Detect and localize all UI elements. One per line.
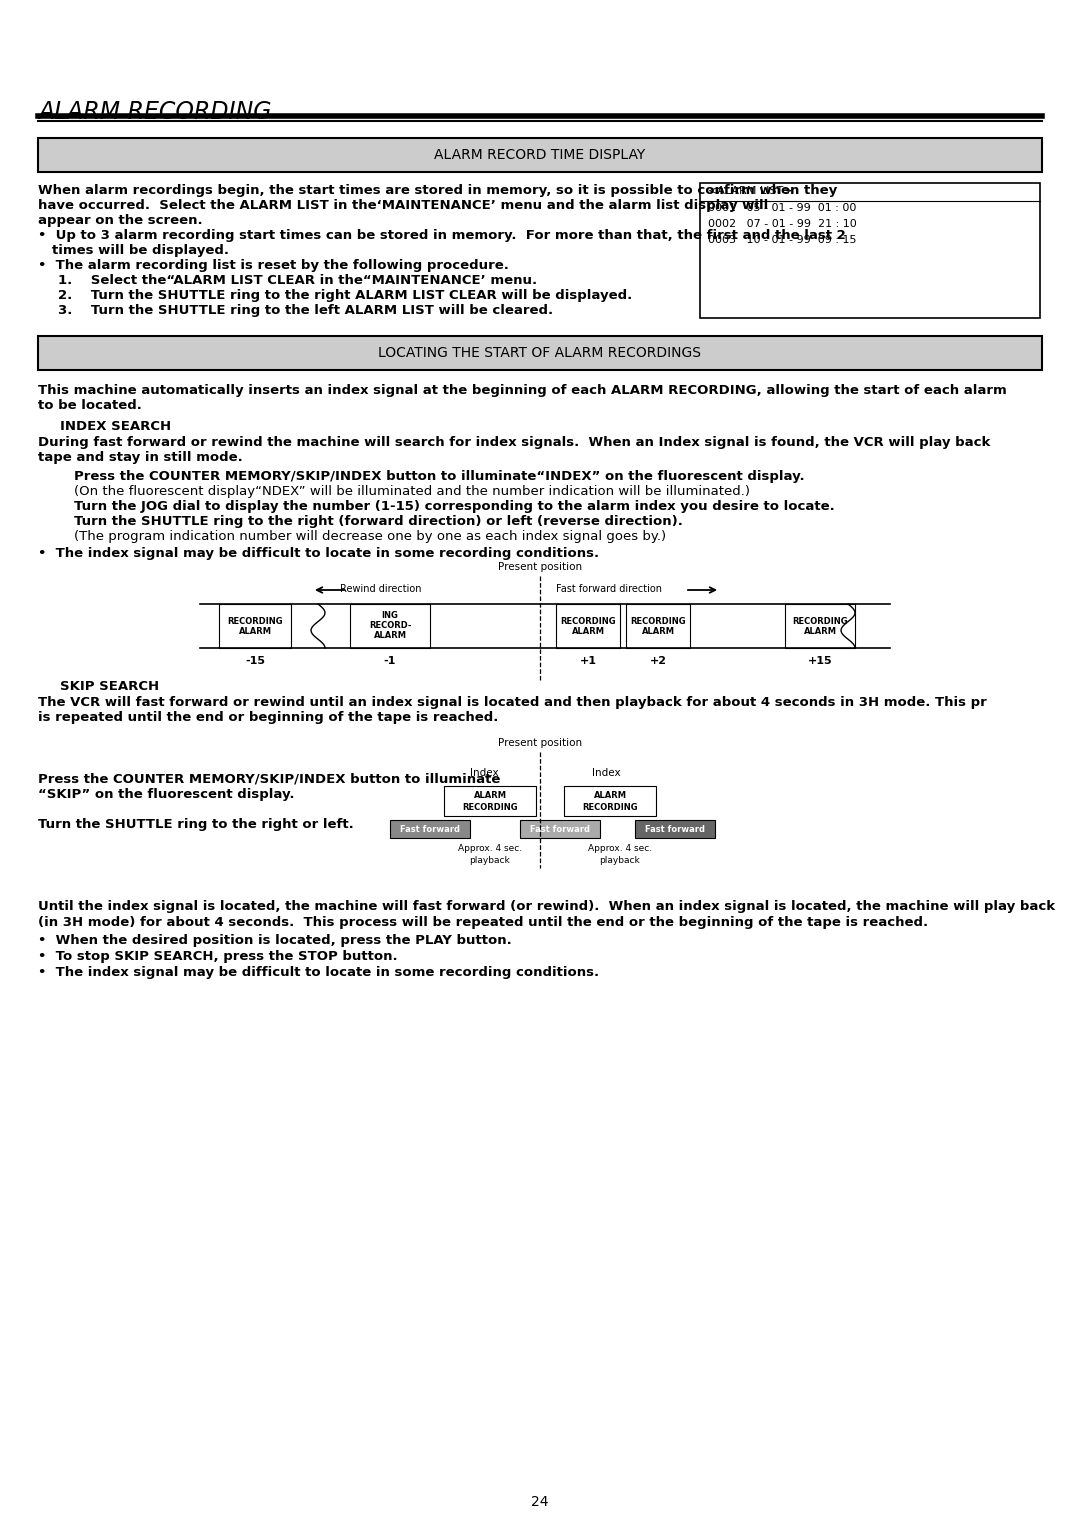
Text: +15: +15 bbox=[808, 656, 833, 666]
Text: ALARM: ALARM bbox=[473, 790, 507, 799]
Text: ALARM: ALARM bbox=[804, 626, 837, 636]
Text: 24: 24 bbox=[531, 1494, 549, 1510]
Text: Turn the SHUTTLE ring to the right (forward direction) or left (reverse directio: Turn the SHUTTLE ring to the right (forw… bbox=[75, 515, 683, 529]
Text: During fast forward or rewind the machine will search for index signals.  When a: During fast forward or rewind the machin… bbox=[38, 435, 990, 449]
Text: playback: playback bbox=[470, 856, 511, 865]
Text: Until the index signal is located, the machine will fast forward (or rewind).  W: Until the index signal is located, the m… bbox=[38, 900, 1055, 914]
Text: ALARM: ALARM bbox=[239, 626, 271, 636]
Text: times will be displayed.: times will be displayed. bbox=[52, 244, 229, 257]
Text: Approx. 4 sec.: Approx. 4 sec. bbox=[588, 843, 652, 853]
Text: Fast forward direction: Fast forward direction bbox=[556, 584, 662, 594]
Bar bbox=[350, 604, 430, 648]
Text: +2: +2 bbox=[649, 656, 666, 666]
Bar bbox=[38, 336, 1042, 370]
Text: RECORDING: RECORDING bbox=[462, 802, 517, 811]
Text: •  The index signal may be difficult to locate in some recording conditions.: • The index signal may be difficult to l… bbox=[38, 547, 599, 559]
Bar bbox=[519, 821, 600, 837]
Text: RECORDING: RECORDING bbox=[227, 616, 283, 625]
Text: The VCR will fast forward or rewind until an index signal is located and then pl: The VCR will fast forward or rewind unti… bbox=[38, 695, 987, 709]
Text: Index: Index bbox=[592, 769, 621, 778]
Text: Approx. 4 sec.: Approx. 4 sec. bbox=[458, 843, 522, 853]
Bar bbox=[556, 604, 620, 648]
Text: appear on the screen.: appear on the screen. bbox=[38, 214, 203, 228]
Text: Turn the SHUTTLE ring to the right or left.: Turn the SHUTTLE ring to the right or le… bbox=[38, 817, 354, 831]
Bar bbox=[564, 785, 656, 816]
Text: SKIP SEARCH: SKIP SEARCH bbox=[60, 680, 159, 694]
Text: playback: playback bbox=[599, 856, 640, 865]
Text: ALARM: ALARM bbox=[594, 790, 626, 799]
Text: ALARM: ALARM bbox=[374, 631, 406, 640]
Text: Press the COUNTER MEMORY/SKIP/INDEX button to illuminate“INDEX” on the fluoresce: Press the COUNTER MEMORY/SKIP/INDEX butt… bbox=[75, 471, 805, 483]
Text: +1: +1 bbox=[580, 656, 596, 666]
Text: ALARM: ALARM bbox=[642, 626, 675, 636]
Text: 2.    Turn the SHUTTLE ring to the right ALARM LIST CLEAR will be displayed.: 2. Turn the SHUTTLE ring to the right AL… bbox=[58, 289, 632, 303]
Text: Fast forward: Fast forward bbox=[530, 825, 590, 833]
Text: 3.    Turn the SHUTTLE ring to the left ALARM LIST will be cleared.: 3. Turn the SHUTTLE ring to the left ALA… bbox=[58, 304, 553, 316]
Bar bbox=[626, 604, 690, 648]
Bar bbox=[635, 821, 715, 837]
Text: (On the fluorescent display“NDEX” will be illuminated and the number indication : (On the fluorescent display“NDEX” will b… bbox=[75, 484, 750, 498]
Text: •  Up to 3 alarm recording start times can be stored in memory.  For more than t: • Up to 3 alarm recording start times ca… bbox=[38, 229, 846, 241]
Text: ALARM RECORD TIME DISPLAY: ALARM RECORD TIME DISPLAY bbox=[434, 148, 646, 162]
Bar bbox=[390, 821, 470, 837]
Text: Present position: Present position bbox=[498, 562, 582, 571]
Text: 0002   07 - 01 - 99  21 : 10: 0002 07 - 01 - 99 21 : 10 bbox=[708, 219, 856, 229]
Text: Rewind direction: Rewind direction bbox=[340, 584, 421, 594]
Text: •  When the desired position is located, press the PLAY button.: • When the desired position is located, … bbox=[38, 934, 512, 947]
Text: RECORDING: RECORDING bbox=[631, 616, 686, 625]
Text: When alarm recordings begin, the start times are stored in memory, so it is poss: When alarm recordings begin, the start t… bbox=[38, 183, 837, 197]
Text: LOCATING THE START OF ALARM RECORDINGS: LOCATING THE START OF ALARM RECORDINGS bbox=[378, 345, 702, 361]
Text: -1: -1 bbox=[383, 656, 396, 666]
Bar bbox=[219, 604, 291, 648]
Text: ALARM RECORDING: ALARM RECORDING bbox=[38, 99, 271, 124]
Text: (The program indication number will decrease one by one as each index signal goe: (The program indication number will decr… bbox=[75, 530, 666, 542]
Text: “SKIP” on the fluorescent display.: “SKIP” on the fluorescent display. bbox=[38, 788, 295, 801]
Text: 0001   05 - 01 - 99  01 : 00: 0001 05 - 01 - 99 01 : 00 bbox=[708, 203, 856, 212]
Text: RECORDING: RECORDING bbox=[582, 802, 638, 811]
Text: 1.    Select the“ALARM LIST CLEAR in the“MAINTENANCE’ menu.: 1. Select the“ALARM LIST CLEAR in the“MA… bbox=[58, 274, 537, 287]
Bar bbox=[785, 604, 855, 648]
Text: tape and stay in still mode.: tape and stay in still mode. bbox=[38, 451, 243, 465]
Text: •  To stop SKIP SEARCH, press the STOP button.: • To stop SKIP SEARCH, press the STOP bu… bbox=[38, 950, 397, 963]
Text: is repeated until the end or beginning of the tape is reached.: is repeated until the end or beginning o… bbox=[38, 711, 498, 724]
Text: RECORD-: RECORD- bbox=[368, 622, 411, 631]
Text: •  The alarm recording list is reset by the following procedure.: • The alarm recording list is reset by t… bbox=[38, 260, 509, 272]
Text: <ALARM LIST>: <ALARM LIST> bbox=[708, 186, 793, 196]
Text: Index: Index bbox=[470, 769, 499, 778]
Text: -15: -15 bbox=[245, 656, 265, 666]
Text: 0003   10 - 01 - 99  09 : 15: 0003 10 - 01 - 99 09 : 15 bbox=[708, 235, 856, 244]
Text: to be located.: to be located. bbox=[38, 399, 141, 413]
Text: ING: ING bbox=[381, 611, 399, 620]
Text: Press the COUNTER MEMORY/SKIP/INDEX button to illuminate: Press the COUNTER MEMORY/SKIP/INDEX butt… bbox=[38, 773, 500, 785]
Text: Present position: Present position bbox=[498, 738, 582, 749]
Text: •  The index signal may be difficult to locate in some recording conditions.: • The index signal may be difficult to l… bbox=[38, 966, 599, 979]
Text: This machine automatically inserts an index signal at the beginning of each ALAR: This machine automatically inserts an in… bbox=[38, 384, 1007, 397]
Bar bbox=[700, 183, 1040, 318]
Text: RECORDING: RECORDING bbox=[793, 616, 848, 625]
Bar bbox=[38, 138, 1042, 173]
Text: ALARM: ALARM bbox=[571, 626, 605, 636]
Text: RECORDING: RECORDING bbox=[561, 616, 616, 625]
Text: (in 3H mode) for about 4 seconds.  This process will be repeated until the end o: (in 3H mode) for about 4 seconds. This p… bbox=[38, 915, 928, 929]
Bar bbox=[444, 785, 536, 816]
Text: Fast forward: Fast forward bbox=[645, 825, 705, 833]
Text: Turn the JOG dial to display the number (1-15) corresponding to the alarm index : Turn the JOG dial to display the number … bbox=[75, 500, 835, 513]
Text: have occurred.  Select the ALARM LIST in the‘MAINTENANCE’ menu and the alarm lis: have occurred. Select the ALARM LIST in … bbox=[38, 199, 768, 212]
Text: INDEX SEARCH: INDEX SEARCH bbox=[60, 420, 171, 432]
Text: Fast forward: Fast forward bbox=[400, 825, 460, 833]
